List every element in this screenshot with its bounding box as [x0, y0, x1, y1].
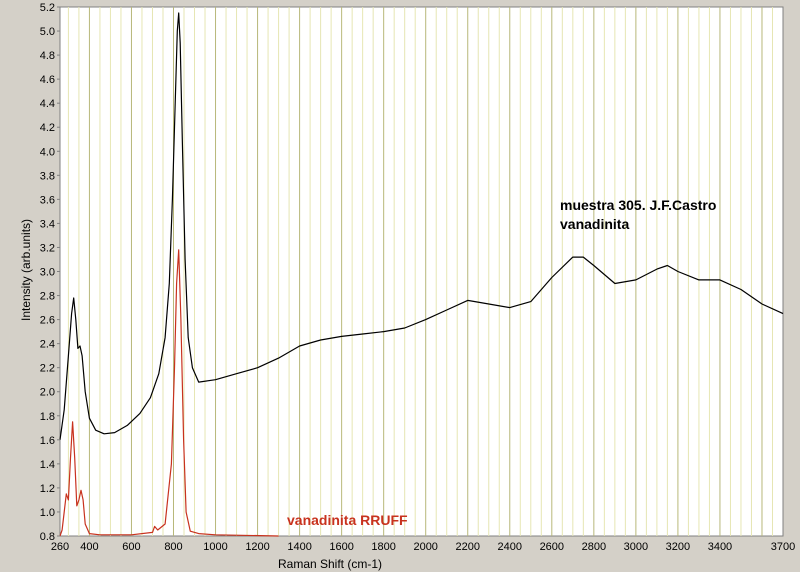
- sample-annotation-line-1: muestra 305. J.F.Castro: [560, 197, 716, 213]
- x-tick-label: 2400: [498, 541, 522, 553]
- y-tick-label: 4.0: [40, 146, 55, 158]
- y-tick-label: 2.2: [40, 363, 55, 375]
- y-tick-label: 3.4: [40, 218, 55, 230]
- y-tick-label: 1.6: [40, 435, 55, 447]
- x-tick-label: 1000: [203, 541, 227, 553]
- x-tick-label: 260: [51, 541, 69, 553]
- y-tick-label: 3.8: [40, 170, 55, 182]
- x-tick-label: 2000: [413, 541, 437, 553]
- y-tick-label: 1.2: [40, 483, 55, 495]
- y-tick-label: 0.8: [40, 531, 55, 543]
- x-tick-label: 2200: [455, 541, 479, 553]
- y-axis-title: Intensity (arb.units): [19, 219, 33, 321]
- y-tick-label: 4.6: [40, 74, 55, 86]
- x-tick-label: 3000: [624, 541, 648, 553]
- y-tick-label: 3.6: [40, 194, 55, 206]
- x-tick-label: 3400: [708, 541, 732, 553]
- y-tick-label: 2.8: [40, 291, 55, 303]
- y-tick-labels: 0.8 1.0 1.2 1.4 1.6 1.8 2.0 2.2 2.4 2.6 2.8 3.0 3.2 3…: [40, 2, 60, 543]
- grid-lines: [67, 7, 773, 536]
- sample-series-line: [59, 12, 784, 440]
- y-tick-label: 4.4: [40, 98, 55, 110]
- x-axis-title: Raman Shift (cm-1): [278, 557, 382, 571]
- x-tick-label: 2600: [540, 541, 564, 553]
- y-tick-label: 3.0: [40, 267, 55, 279]
- reference-series-line: [59, 249, 279, 537]
- y-tick-label: 2.6: [40, 315, 55, 327]
- y-tick-label: 4.2: [40, 122, 55, 134]
- y-tick-label: 2.4: [40, 339, 55, 351]
- y-tick-label: 1.4: [40, 459, 55, 471]
- y-tick-label: 5.0: [40, 26, 55, 38]
- x-tick-label: 2800: [582, 541, 606, 553]
- y-tick-label: 1.8: [40, 411, 55, 423]
- x-tick-label: 600: [122, 541, 140, 553]
- y-tick-label: 1.0: [40, 507, 55, 519]
- y-tick-label: 2.0: [40, 387, 55, 399]
- y-tick-label: 4.8: [40, 50, 55, 62]
- sample-annotation-line-2: vanadinita: [560, 216, 629, 232]
- x-tick-labels: 260 400 600 800 1000 1200 1400 1600 1800 2000 2200…: [51, 541, 795, 553]
- x-tick-label: 3200: [666, 541, 690, 553]
- x-tick-label: 1400: [287, 541, 311, 553]
- x-tick-label: 400: [80, 541, 98, 553]
- x-tick-label: 3700: [771, 541, 795, 553]
- x-tick-label: 1800: [371, 541, 395, 553]
- reference-annotation: vanadinita RRUFF: [287, 512, 408, 528]
- x-tick-label: 800: [164, 541, 182, 553]
- plot-area: [59, 6, 784, 537]
- y-tick-label: 5.2: [40, 2, 55, 14]
- y-tick-label: 3.2: [40, 242, 55, 254]
- x-tick-label: 1200: [245, 541, 269, 553]
- x-tick-label: 1600: [329, 541, 353, 553]
- series-lines: [59, 12, 784, 537]
